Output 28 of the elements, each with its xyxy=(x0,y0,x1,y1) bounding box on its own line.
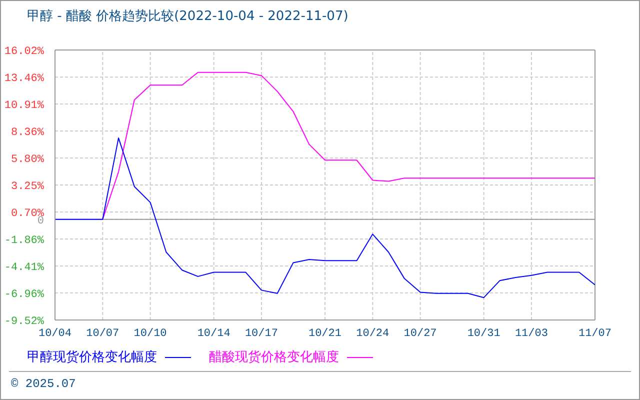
text: © 2025.07 xyxy=(11,377,76,391)
x-tick-label: 10/14 xyxy=(197,328,231,340)
x-tick-label: 10/31 xyxy=(467,328,501,340)
y-tick-label: 13.46% xyxy=(4,73,44,86)
y-tick-label: 5.80% xyxy=(10,154,44,166)
legend-label: 醋酸现货价格变化幅度 xyxy=(209,349,339,366)
y-tick-label: -1.86% xyxy=(4,235,44,248)
chart-title: 甲醇 - 醋酸 价格趋势比较(2022-10-04 - 2022-11-07) xyxy=(27,8,348,25)
x-tick-label: 10/24 xyxy=(356,328,390,340)
y-tick-label: 10.91% xyxy=(4,100,44,112)
y-tick-label: 8.36% xyxy=(10,126,44,139)
line-series xyxy=(55,137,595,298)
x-tick-label: 11/07 xyxy=(578,328,612,340)
x-tick-label: 10/04 xyxy=(38,328,72,340)
y-tick-label: 3.25% xyxy=(10,181,44,193)
y-tick-label: 16.02% xyxy=(4,46,44,58)
x-tick-label: 10/10 xyxy=(134,328,167,340)
x-tick-label: 10/07 xyxy=(86,328,120,340)
y-tick-label: -6.96% xyxy=(4,288,44,301)
line-series xyxy=(102,72,595,220)
x-tick-label: 11/03 xyxy=(514,328,548,340)
x-tick-label: 10/21 xyxy=(308,328,342,340)
y-tick-label: -4.41% xyxy=(4,262,44,274)
x-tick-label: 10/17 xyxy=(244,328,278,340)
legend-label: 甲醇现货价格变化幅度 xyxy=(27,349,157,366)
y-tick-label: -9.52% xyxy=(4,316,44,328)
x-tick-label: 10/27 xyxy=(404,328,437,340)
y-tick-label: 0 xyxy=(37,215,44,228)
